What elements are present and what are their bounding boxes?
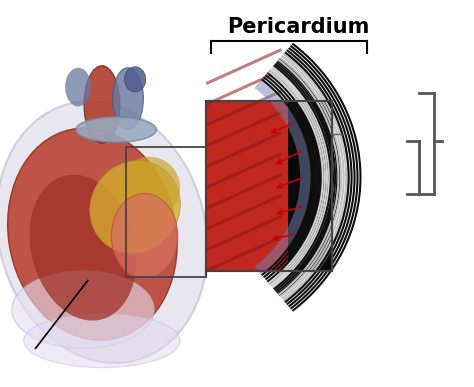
Bar <box>206 101 332 271</box>
Ellipse shape <box>124 67 146 92</box>
Ellipse shape <box>29 175 137 320</box>
Ellipse shape <box>12 271 154 348</box>
Bar <box>126 147 206 277</box>
Ellipse shape <box>118 157 180 219</box>
Ellipse shape <box>90 161 181 253</box>
Ellipse shape <box>24 313 180 368</box>
Bar <box>206 101 288 271</box>
Bar <box>206 101 332 271</box>
Ellipse shape <box>65 68 91 106</box>
Ellipse shape <box>113 68 143 130</box>
Ellipse shape <box>84 66 119 143</box>
Ellipse shape <box>76 117 156 142</box>
Text: Pericardium: Pericardium <box>228 17 370 38</box>
Ellipse shape <box>8 128 177 340</box>
Ellipse shape <box>0 101 208 363</box>
Ellipse shape <box>111 194 178 279</box>
